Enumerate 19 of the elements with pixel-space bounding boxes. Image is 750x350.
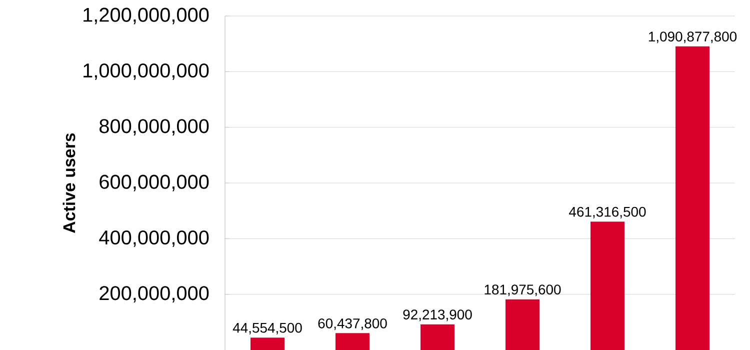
- bar: [250, 338, 284, 350]
- data-label: 60,437,800: [318, 318, 387, 330]
- data-label: 181,975,600: [484, 284, 561, 296]
- data-label: 1,090,877,800: [648, 32, 737, 44]
- bar: [420, 324, 455, 350]
- data-label: 461,316,500: [569, 206, 646, 218]
- y-tick-label: 1,000,000,000: [84, 63, 209, 80]
- y-tick-label: 400,000,000: [99, 230, 209, 247]
- data-label: 92,213,900: [403, 310, 472, 322]
- y-tick-label: 600,000,000: [100, 174, 209, 192]
- data-label: 44,554,500: [232, 322, 302, 334]
- bar: [676, 46, 710, 350]
- y-tick-label: 1,200,000,000: [84, 8, 209, 24]
- y-tick-label: 200,000,000: [100, 286, 209, 303]
- bar: [506, 299, 540, 350]
- bar: [336, 333, 370, 350]
- bar: [590, 222, 625, 350]
- y-tick-label: 800,000,000: [100, 119, 209, 136]
- y-axis-title: Active users: [62, 133, 76, 233]
